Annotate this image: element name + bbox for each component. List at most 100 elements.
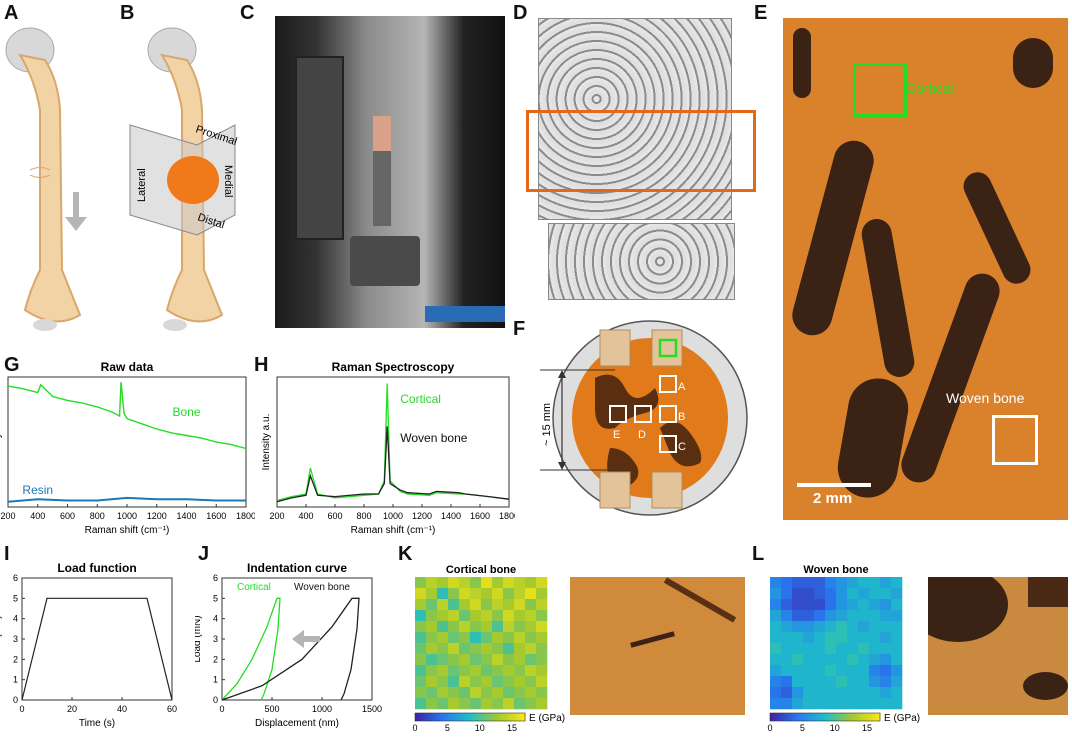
heatmap-cell [781,632,793,644]
heatmap-cell [525,621,537,633]
colorbar-segment [805,713,809,721]
heatmap-cell [770,610,782,622]
scale-bar [797,483,871,487]
histology-image-e: Cortical Woven bone 2 mm [783,18,1068,520]
heatmap-cell [481,643,493,655]
heatmap-cell [536,599,548,611]
heatmap-cell [426,621,438,633]
medial-label: Medial [222,165,234,197]
heatmap-cell [514,621,526,633]
heatmap-cell [437,643,449,655]
heatmap-cell [426,643,438,655]
heatmap-cell [492,632,504,644]
heatmap-cell [437,599,449,611]
heatmap-cell [503,665,515,677]
heatmap-cell [803,610,815,622]
heatmap-cell [781,698,793,710]
heatmap-cell [448,577,460,589]
heatmap-cell [536,676,548,688]
heatmap-cell [858,665,870,677]
scale-bar-label: 2 mm [813,490,853,507]
heatmap-cell [880,632,892,644]
heatmap-cell [415,599,427,611]
heatmap-cell [880,599,892,611]
colorbar-label: E (GPa) [884,713,920,724]
heatmap-cell [459,698,471,710]
woven-roi-box [992,415,1038,465]
heatmap-cell [858,698,870,710]
heatmap-cell [415,632,427,644]
colorbar-segment [849,713,853,721]
colorbar-segment [519,713,523,721]
heatmap-cell [437,665,449,677]
colorbar-segment [417,713,421,721]
heatmap-cell [836,698,848,710]
heatmap-cell [847,676,859,688]
series-label-woven: Woven bone [400,431,467,445]
heatmap-cell [792,643,804,655]
colorbar-segment [503,713,507,721]
heatmap-l-woven: Woven bone 0 5 10 15 E (GPa) [767,564,920,733]
heatmap-cell [492,588,504,600]
heatmap-cell [503,654,515,666]
heatmap-k-cortical: Cortical bone 0 5 10 15 E (GPa) [412,564,565,733]
heatmap-cell [415,643,427,655]
heatmap-cell [825,632,837,644]
indenter-head [295,56,344,240]
heatmap-cell [503,577,515,589]
heatmap-cell [470,654,482,666]
cortical-histology-crop [570,577,745,715]
colorbar-segment [866,713,870,721]
cortical-roi-label: Cortical [906,80,954,96]
colorbar-segment [420,713,424,721]
heatmap-cell [415,577,427,589]
colorbar-segment [852,713,856,721]
heatmap-cell [525,632,537,644]
heatmap-cell [426,588,438,600]
heatmap-cell [803,621,815,633]
heatmap-cell [891,599,903,611]
heatmap-cell [525,665,537,677]
heatmap-cell [792,599,804,611]
cortical-roi-box [853,63,907,117]
heatmap-cell [858,654,870,666]
y-tick-label: 0 [13,695,18,705]
colorbar-segment [860,713,864,721]
x-tick-label: 800 [90,511,105,521]
heatmap-cell [415,621,427,633]
x-tick-label: 1400 [176,511,196,521]
heatmap-cell [459,621,471,633]
heatmap-cell [891,643,903,655]
colorbar-segment [847,713,851,721]
heatmap-cell [869,665,881,677]
heatmap-cell [770,698,782,710]
colorbar-segment [415,713,419,721]
femur-plane-illustration-b: Proximal Lateral Medial Distal [129,27,238,331]
chart-i-load-function: Load function 0 20 40 60 0 1 2 3 4 5 6 Time (s) Load … [0,561,177,729]
colorbar-segment [492,713,496,721]
heatmap-cell [891,676,903,688]
colorbar-segment [800,713,804,721]
heatmap-cell [836,610,848,622]
heatmap-cell [770,643,782,655]
heatmap-cell [825,676,837,688]
colorbar-tick-label: 15 [507,723,517,733]
heatmap-cell [514,676,526,688]
heatmap-cell [825,610,837,622]
x-tick-label: 1200 [147,511,167,521]
heatmap-cell [891,610,903,622]
x-tick-label: 1800 [499,511,515,521]
colorbar-segment [508,713,512,721]
heatmap-cell [459,577,471,589]
heatmap-cell [858,632,870,644]
x-tick-label: 800 [356,511,371,521]
heatmap-cell [448,610,460,622]
colorbar-segment [778,713,782,721]
x-tick-label: 1600 [206,511,226,521]
heatmap-cell [814,665,826,677]
heatmap-cell [781,643,793,655]
x-tick-label: 1500 [362,704,382,714]
heatmap-cell [792,588,804,600]
heatmap-cell [503,676,515,688]
heatmap-cell [891,577,903,589]
